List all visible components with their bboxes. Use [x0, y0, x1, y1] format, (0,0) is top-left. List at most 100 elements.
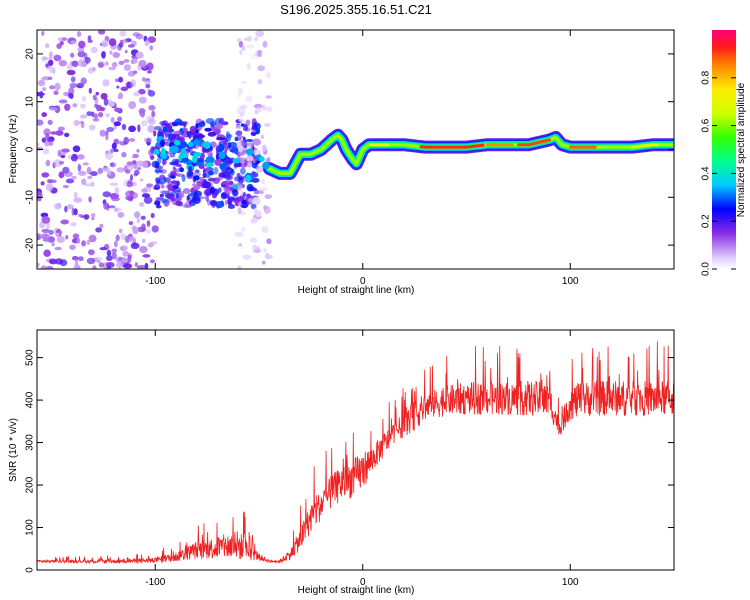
- spectrogram-blob: [136, 149, 140, 153]
- spectrogram-blob: [49, 106, 58, 112]
- spectrogram-blob: [132, 153, 139, 158]
- spectrogram-blob: [228, 142, 238, 147]
- spectrogram-blob: [70, 76, 76, 83]
- spectrogram-blob: [56, 236, 66, 243]
- spectrogram-blob: [223, 174, 232, 180]
- x-tick-label: -100: [145, 577, 165, 588]
- spectrogram-blob: [84, 183, 93, 187]
- spectrogram-blob: [98, 112, 104, 118]
- spectrogram-blob-strong: [205, 162, 214, 167]
- spectrogram-blob: [146, 62, 154, 71]
- spectrogram-blob: [103, 167, 111, 173]
- spectrogram-blob-strong: [205, 156, 215, 164]
- spectrogram-blob: [73, 119, 80, 127]
- spectrogram-blob: [162, 126, 167, 133]
- spectrogram-blob: [209, 200, 218, 205]
- spectrogram-blob: [73, 197, 83, 203]
- spectrogram-blob: [237, 94, 242, 98]
- spectrogram-blob: [93, 256, 102, 262]
- spectrogram-blob: [118, 92, 124, 100]
- spectrogram-blob: [254, 36, 259, 42]
- spectrogram-blob: [86, 111, 93, 117]
- spectrogram-blob: [222, 181, 227, 185]
- spectrogram-blob: [245, 139, 254, 142]
- spectrogram-blob: [55, 232, 60, 237]
- spectrogram-blob: [99, 247, 107, 251]
- spectrogram-blob: [37, 142, 40, 147]
- spectrogram-blob: [41, 57, 51, 60]
- spectrogram-blob: [66, 69, 76, 76]
- spectrogram-blob: [241, 200, 247, 205]
- spectrogram-blob-strong: [169, 145, 179, 154]
- spectrogram-blob: [101, 39, 109, 48]
- spectrogram-blob: [113, 125, 117, 130]
- spectrogram-blob: [48, 258, 58, 265]
- spectrogram-blob: [49, 51, 53, 60]
- spectrogram-blob: [227, 204, 235, 209]
- spectrogram-blob: [209, 121, 217, 127]
- spectrogram-blob: [90, 46, 98, 54]
- spectrogram-blob: [139, 112, 145, 117]
- spectrogram-blob: [146, 183, 154, 188]
- spectrogram-blob: [116, 261, 124, 269]
- spectrogram-blob: [247, 62, 251, 71]
- spectrogram-blob: [173, 181, 178, 186]
- spectrogram-blob: [239, 49, 243, 56]
- spectrogram-blob: [141, 238, 146, 243]
- spectrogram-blob: [59, 161, 65, 165]
- spectrogram-blob: [127, 44, 135, 48]
- spectrogram-blob: [151, 160, 160, 168]
- spectrogram-blob: [119, 30, 127, 37]
- spectrogram-blob: [241, 226, 245, 232]
- colorbar-tick-label: 0.0: [701, 262, 712, 276]
- spectrogram-blob: [260, 134, 264, 140]
- spectrogram-blob: [261, 104, 266, 111]
- spectrogram-blob: [115, 78, 119, 83]
- spectrogram-blob: [235, 130, 243, 136]
- spectrogram-blob: [126, 161, 134, 166]
- colorbar-ticks: 0.0 0.2 0.4 0.6 0.8: [701, 70, 736, 276]
- spectrogram-blob-strong: [218, 151, 226, 159]
- spectrogram-blob: [265, 95, 272, 99]
- spectrogram-blob: [125, 169, 131, 174]
- spectrogram-blob: [256, 246, 261, 253]
- spectrogram-blob: [41, 31, 45, 36]
- spectrogram-blob: [54, 82, 61, 91]
- spectrogram-blob: [175, 200, 183, 206]
- spectrogram-blob: [256, 106, 262, 113]
- spectrogram-blob: [80, 120, 85, 129]
- spectrogram-blob: [255, 30, 265, 37]
- spectrogram-blob-strong: [153, 148, 160, 155]
- spectrogram-blob: [121, 257, 129, 263]
- spectrogram-blob: [53, 54, 62, 62]
- spectrogram-blob: [45, 183, 54, 192]
- spectrogram-blob: [71, 60, 79, 68]
- spectrogram-blob: [108, 66, 116, 71]
- y-tick-label: 0: [25, 567, 36, 573]
- spectrogram-blob: [237, 265, 242, 269]
- spectrogram-xlabel: Height of straight line (km): [298, 285, 415, 296]
- spectrogram-blob: [171, 186, 176, 192]
- spectrogram-blob: [144, 80, 152, 85]
- spectrogram-blob: [106, 255, 113, 262]
- y-tick-label: -20: [25, 237, 36, 252]
- spectrogram-blob: [45, 222, 51, 230]
- spectrogram-blob: [124, 235, 130, 243]
- spectrogram-blob: [216, 136, 226, 141]
- spectrogram-blob: [226, 134, 233, 139]
- spectrogram-blob: [70, 52, 75, 58]
- spectrogram-blob: [53, 203, 61, 210]
- spectrogram-blob: [151, 225, 159, 233]
- spectrogram-blob: [42, 148, 50, 155]
- spectrogram-blob: [105, 61, 109, 66]
- spectrogram-blob: [77, 50, 86, 58]
- spectrogram-blob: [49, 85, 56, 90]
- spectrogram-blob: [237, 207, 242, 215]
- spectrogram-blob: [73, 191, 78, 199]
- spectrogram-blob: [76, 31, 82, 37]
- colorbar-tick-label: 0.6: [701, 118, 712, 132]
- spectrogram-blob: [75, 258, 79, 266]
- spectrogram-blob: [253, 148, 259, 157]
- spectrogram-blob: [240, 80, 248, 85]
